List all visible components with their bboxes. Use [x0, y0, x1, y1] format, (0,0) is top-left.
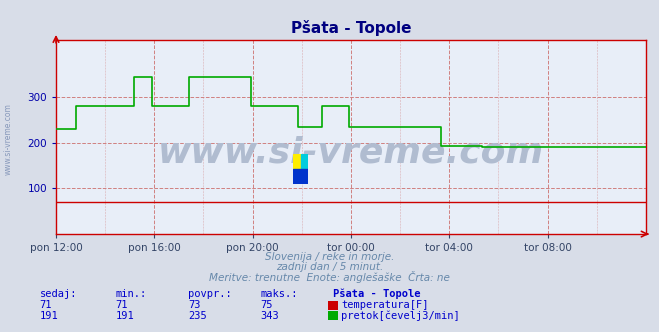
Text: 235: 235 — [188, 311, 206, 321]
Text: pretok[čevelj3/min]: pretok[čevelj3/min] — [341, 311, 460, 321]
Text: 343: 343 — [260, 311, 279, 321]
Text: 73: 73 — [188, 300, 200, 310]
Text: www.si-vreme.com: www.si-vreme.com — [3, 104, 13, 175]
Text: povpr.:: povpr.: — [188, 289, 231, 299]
Text: Pšata - Topole: Pšata - Topole — [333, 289, 420, 299]
Text: Meritve: trenutne  Enote: anglešaške  Črta: ne: Meritve: trenutne Enote: anglešaške Črta… — [209, 271, 450, 283]
Text: Slovenija / reke in morje.: Slovenija / reke in morje. — [265, 252, 394, 262]
Text: 75: 75 — [260, 300, 273, 310]
Title: Pšata - Topole: Pšata - Topole — [291, 20, 411, 36]
Text: zadnji dan / 5 minut.: zadnji dan / 5 minut. — [276, 262, 383, 272]
Text: 71: 71 — [40, 300, 52, 310]
Bar — [293, 169, 308, 184]
Text: min.:: min.: — [115, 289, 146, 299]
Text: temperatura[F]: temperatura[F] — [341, 300, 429, 310]
Text: maks.:: maks.: — [260, 289, 298, 299]
Text: 191: 191 — [115, 311, 134, 321]
Bar — [301, 154, 308, 169]
Text: www.si-vreme.com: www.si-vreme.com — [158, 135, 544, 170]
Text: sedaj:: sedaj: — [40, 289, 77, 299]
Text: 191: 191 — [40, 311, 58, 321]
Bar — [293, 154, 301, 169]
Text: 71: 71 — [115, 300, 128, 310]
